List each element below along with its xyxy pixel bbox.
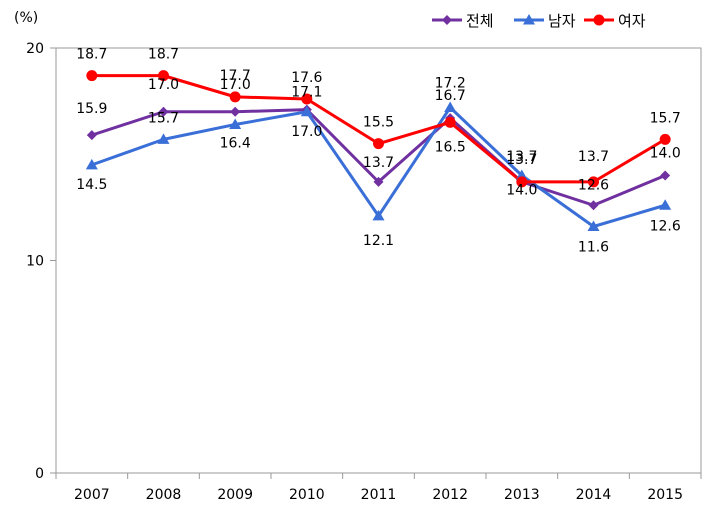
data-label-series-3: 13.7 xyxy=(578,149,609,165)
data-point-series-3 xyxy=(301,93,313,105)
data-point-series-2 xyxy=(372,209,385,221)
x-tick-label: 2010 xyxy=(289,487,325,503)
data-label-series-1: 13.7 xyxy=(506,152,537,168)
data-point-series-2 xyxy=(587,220,600,231)
legend-marker-2 xyxy=(523,14,535,25)
data-label-series-3: 17.6 xyxy=(291,70,322,86)
data-point-series-1 xyxy=(230,106,241,117)
legend-label-2: 남자 xyxy=(548,12,576,30)
data-point-series-1 xyxy=(158,106,169,117)
data-label-series-2: 14.0 xyxy=(506,183,537,199)
data-label-series-3: 13.7 xyxy=(506,149,537,165)
legend-marker-3 xyxy=(593,14,605,26)
x-tick-label: 2007 xyxy=(74,487,110,503)
y-axis-unit: (%) xyxy=(14,10,38,26)
data-label-series-2: 16.4 xyxy=(220,136,251,152)
x-tick-label: 2013 xyxy=(504,487,540,503)
data-point-series-3 xyxy=(588,176,599,188)
data-label-series-1: 13.7 xyxy=(363,155,394,171)
data-label-series-3: 17.7 xyxy=(220,68,251,84)
data-point-series-3 xyxy=(229,91,241,103)
x-tick-label: 2015 xyxy=(647,487,683,503)
legend-marker-1 xyxy=(442,15,452,25)
data-label-series-1: 14.0 xyxy=(650,146,681,162)
legend-label-3: 여자 xyxy=(618,12,646,30)
data-label-series-1: 16.7 xyxy=(435,88,466,104)
y-tick-label: 10 xyxy=(26,254,44,270)
data-label-series-1: 12.6 xyxy=(578,177,609,193)
data-label-series-2: 12.6 xyxy=(650,218,681,234)
data-point-series-1 xyxy=(373,176,384,187)
x-tick-label: 2011 xyxy=(361,487,397,503)
data-label-series-2: 14.5 xyxy=(76,177,107,193)
data-label-series-2: 11.6 xyxy=(578,240,609,256)
data-point-series-1 xyxy=(86,130,97,141)
data-label-series-3: 15.5 xyxy=(363,115,394,131)
data-point-series-2 xyxy=(444,101,457,112)
data-label-series-2: 15.7 xyxy=(148,110,179,126)
data-point-series-2 xyxy=(157,133,170,144)
data-label-series-2: 17.0 xyxy=(291,124,322,140)
data-point-series-3 xyxy=(516,176,528,188)
data-point-series-3 xyxy=(158,70,169,82)
data-label-series-3: 18.7 xyxy=(148,47,179,63)
y-tick-label: 0 xyxy=(35,466,44,482)
data-label-series-3: 18.7 xyxy=(76,47,107,63)
data-point-series-3 xyxy=(444,116,456,128)
y-tick-label: 20 xyxy=(26,41,44,57)
x-tick-label: 2012 xyxy=(432,487,468,503)
data-label-series-1: 15.9 xyxy=(76,101,107,117)
data-label-series-2: 17.2 xyxy=(435,76,466,92)
data-point-series-1 xyxy=(588,200,599,211)
data-label-series-3: 16.5 xyxy=(435,139,466,155)
data-label-series-3: 15.7 xyxy=(650,110,681,126)
data-point-series-2 xyxy=(300,105,313,117)
data-label-series-1: 17.1 xyxy=(291,85,322,101)
data-label-series-1: 17.0 xyxy=(220,77,251,93)
data-point-series-3 xyxy=(373,138,384,150)
data-point-series-2 xyxy=(229,118,242,129)
x-tick-label: 2008 xyxy=(146,487,182,503)
data-point-series-3 xyxy=(86,70,98,82)
data-point-series-1 xyxy=(660,170,671,181)
data-label-series-2: 12.1 xyxy=(363,233,394,249)
data-point-series-2 xyxy=(85,158,98,170)
x-tick-label: 2014 xyxy=(576,487,612,503)
data-point-series-2 xyxy=(659,199,672,210)
data-point-series-3 xyxy=(659,133,671,145)
data-label-series-1: 17.0 xyxy=(148,77,179,93)
legend-label-1: 전체 xyxy=(466,12,494,30)
x-tick-label: 2009 xyxy=(217,487,253,503)
